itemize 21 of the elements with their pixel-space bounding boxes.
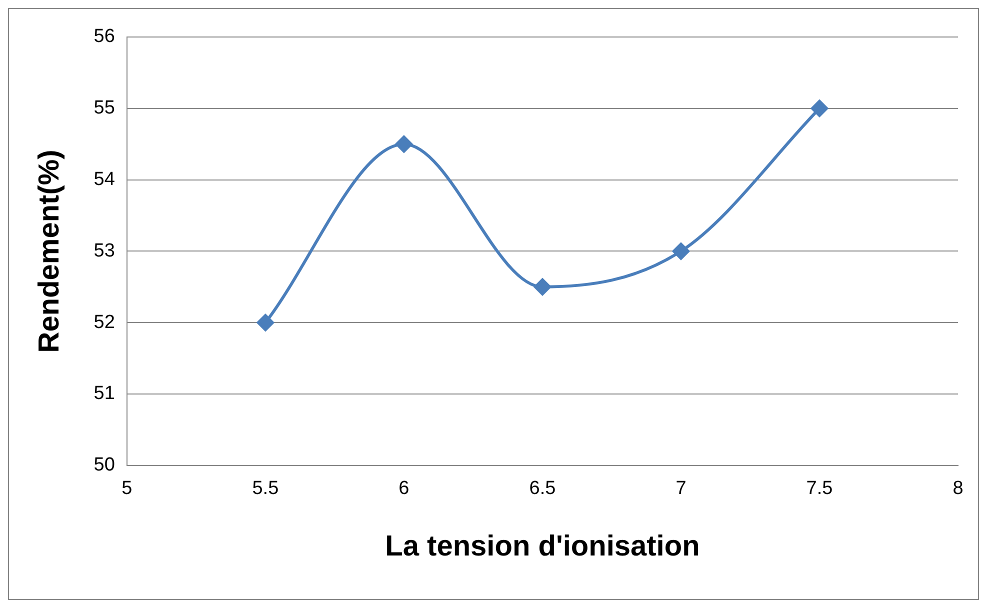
y-tick-label: 54	[94, 169, 116, 190]
point	[256, 314, 274, 332]
x-tick-label: 5.5	[252, 478, 279, 500]
y-tick-label: 50	[94, 454, 115, 476]
point	[672, 242, 690, 260]
y-tick-label: 55	[94, 98, 115, 119]
y-tick-label: 52	[94, 312, 115, 333]
x-tick-label: 6.5	[529, 478, 556, 500]
y-tick-label: 53	[94, 240, 115, 262]
y-tick-label: 51	[94, 383, 115, 404]
x-tick-label: 8	[952, 478, 964, 500]
x-tick-label: 6	[398, 478, 410, 500]
point	[395, 136, 412, 153]
x-axis-title: La tension d'ionisation	[385, 530, 700, 563]
x-tick-label: 7.5	[806, 478, 833, 500]
y-tick-label: 56	[94, 26, 115, 48]
y-axis-title: Rendement(%)	[33, 150, 66, 353]
point	[810, 100, 828, 117]
x-tick-label: 5	[122, 478, 132, 500]
x-tick-label: 7	[676, 478, 686, 500]
point	[534, 278, 551, 296]
